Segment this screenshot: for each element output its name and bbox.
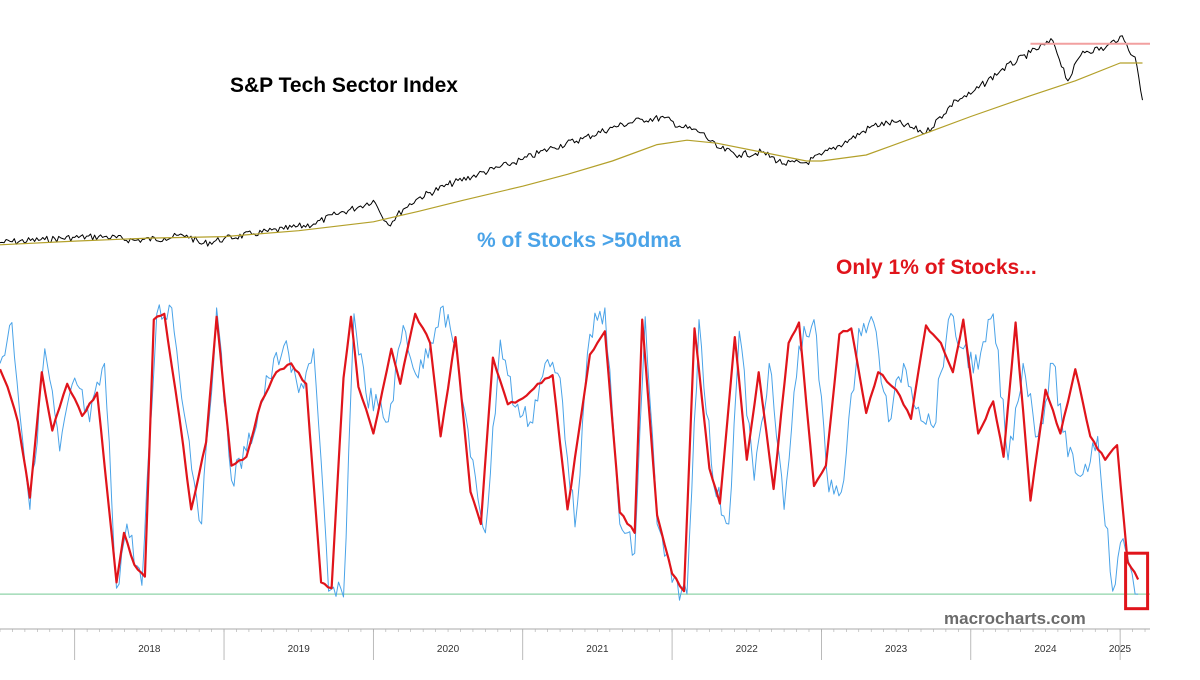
x-year-label: 2023 xyxy=(885,644,908,655)
x-year-label: 2019 xyxy=(288,644,311,655)
moving-average-line xyxy=(0,62,1143,246)
x-year-label: 2018 xyxy=(138,644,161,655)
annotation-text: Only 1% of Stocks... xyxy=(836,256,1037,279)
breadth-fast-line xyxy=(0,304,1139,601)
watermark-credit: macrocharts.com xyxy=(944,609,1086,628)
x-year-label: 2020 xyxy=(437,644,460,655)
top-panel-title: S&P Tech Sector Index xyxy=(230,74,458,97)
x-year-label: 2024 xyxy=(1034,644,1057,655)
x-year-label: 2022 xyxy=(736,644,759,655)
breadth-smooth-line xyxy=(0,312,1140,593)
bottom-panel-title: % of Stocks >50dma xyxy=(477,229,681,252)
x-year-label: 2025 xyxy=(1109,644,1132,655)
price-line xyxy=(0,35,1143,247)
highlight-box xyxy=(1124,551,1150,611)
x-year-label: 2021 xyxy=(586,644,609,655)
